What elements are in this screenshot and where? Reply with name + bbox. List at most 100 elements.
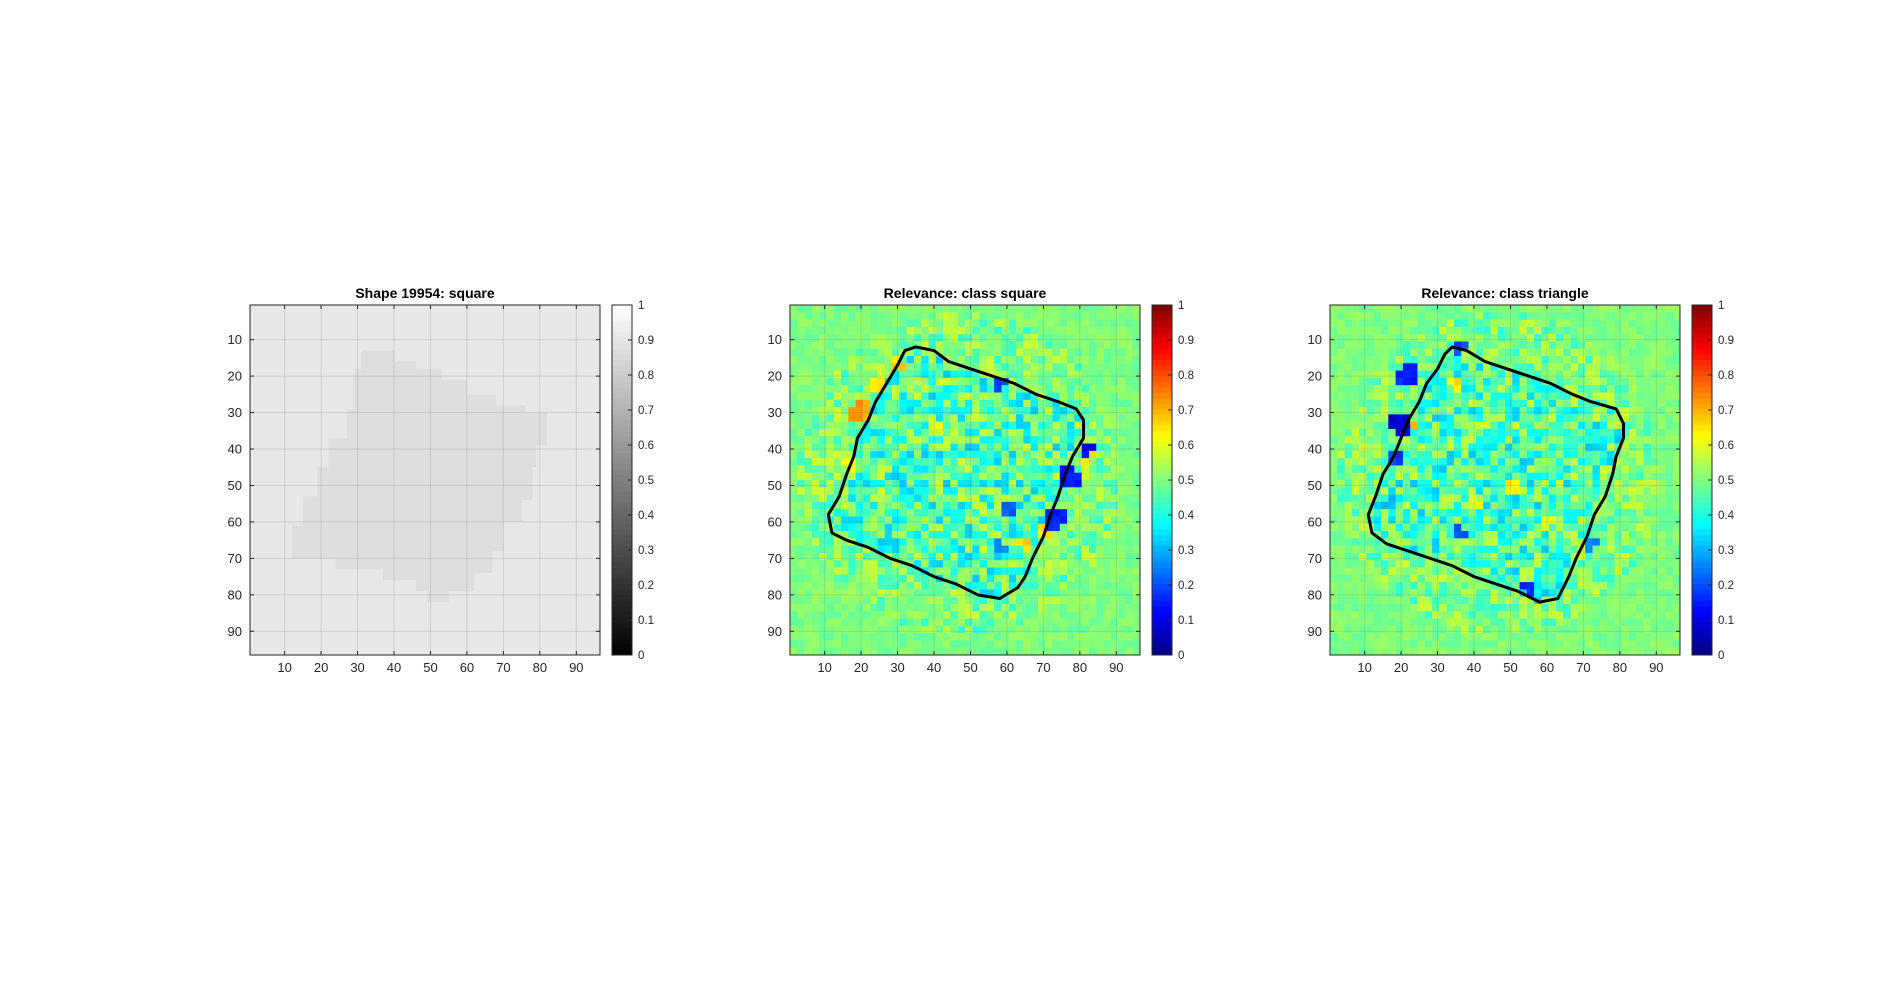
heatmap-cell [1548, 523, 1557, 532]
heatmap-cell [1008, 552, 1017, 561]
heatmap-cell [1548, 516, 1557, 525]
heatmap-cell [1359, 334, 1367, 342]
heatmap-cell [1366, 465, 1375, 474]
heatmap-cell [1607, 458, 1615, 466]
heatmap-cell [1344, 552, 1353, 561]
heatmap-cell [848, 552, 856, 561]
heatmap-cell [1074, 334, 1082, 342]
colorbar-segment [612, 534, 632, 541]
heatmap-cell [1453, 363, 1462, 371]
heatmap-cell [1672, 582, 1680, 590]
heatmap-cell [790, 611, 798, 619]
heatmap-cell [826, 574, 835, 583]
heatmap-cell [1570, 625, 1579, 634]
heatmap-cell [913, 334, 922, 342]
heatmap-cell [1483, 582, 1491, 590]
heatmap-cell [1672, 494, 1680, 503]
heatmap-cell [790, 560, 798, 568]
heatmap-cell [913, 428, 922, 437]
heatmap-cell [1373, 523, 1382, 532]
heatmap-cell [804, 414, 813, 422]
heatmap-cell [1468, 603, 1477, 612]
heatmap-cell [1373, 348, 1382, 357]
heatmap-cell [913, 472, 922, 481]
heatmap-cell [811, 334, 820, 342]
heatmap-cell [1563, 523, 1571, 532]
x-tick-label: 90 [1649, 660, 1663, 675]
heatmap-cell [957, 494, 966, 503]
heatmap-cell [1103, 582, 1112, 590]
heatmap-cell [1016, 603, 1024, 612]
heatmap-cell [1330, 647, 1338, 655]
heatmap-cell [1563, 443, 1571, 452]
heatmap-cell [1490, 450, 1499, 459]
heatmap-cell [1658, 501, 1666, 510]
heatmap-cell [1628, 341, 1637, 350]
heatmap-cell [1125, 312, 1134, 320]
heatmap-cell [1088, 428, 1097, 437]
heatmap-cell [1096, 480, 1104, 488]
heatmap-cell [884, 326, 893, 335]
heatmap-cell [877, 392, 886, 401]
heatmap-cell [1621, 618, 1630, 627]
heatmap-cell [906, 407, 915, 415]
heatmap-cell [1067, 465, 1075, 474]
heatmap-cell [884, 487, 893, 495]
heatmap-cell [1628, 363, 1637, 371]
heatmap-cell [1505, 480, 1513, 488]
heatmap-cell [1023, 356, 1031, 364]
heatmap-cell [1643, 414, 1652, 422]
heatmap-cell [1556, 458, 1564, 466]
heatmap-cell [1614, 633, 1622, 641]
heatmap-cell [1344, 421, 1353, 430]
heatmap-cell [1672, 334, 1680, 342]
heatmap-cell [1585, 370, 1593, 379]
heatmap-cell [899, 545, 907, 554]
heatmap-cell [1096, 611, 1104, 619]
heatmap-cell [1483, 428, 1491, 437]
heatmap-cell [1658, 319, 1666, 328]
heatmap-cell [1402, 319, 1411, 328]
heatmap-cell [811, 647, 820, 655]
heatmap-cell [790, 407, 798, 415]
heatmap-cell [1359, 428, 1367, 437]
x-tick-label: 70 [496, 660, 510, 675]
heatmap-cell [1081, 545, 1090, 554]
heatmap-cell [1607, 312, 1615, 320]
heatmap-cell [1067, 428, 1075, 437]
heatmap-cell [1052, 647, 1061, 655]
heatmap-cell [1585, 545, 1593, 554]
heatmap-cell [1337, 487, 1345, 495]
heatmap-cell [1067, 516, 1075, 525]
heatmap-cell [1577, 421, 1586, 430]
panel-2: 10 20 30 40 50 60 70 80 90102030405060708090Rele… [768, 285, 1195, 675]
heatmap-cell [1468, 305, 1477, 313]
heatmap-cell [1432, 487, 1440, 495]
heatmap-cell [1534, 334, 1542, 342]
heatmap-cell [1373, 552, 1382, 561]
colorbar-segment [1152, 387, 1172, 393]
heatmap-cell [913, 523, 922, 532]
heatmap-cell [1621, 589, 1630, 597]
heatmap-cell [1643, 516, 1652, 525]
heatmap-cell [1658, 341, 1666, 350]
heatmap-cell [892, 458, 900, 466]
heatmap-cell [1001, 494, 1010, 503]
heatmap-cell [1497, 319, 1506, 328]
heatmap-cell [1643, 392, 1652, 401]
heatmap-cell [1534, 312, 1542, 320]
heatmap-cell [1366, 625, 1375, 634]
heatmap-cell [1074, 348, 1082, 357]
heatmap-cell [1563, 487, 1571, 495]
heatmap-cell [1592, 326, 1601, 335]
heatmap-cell [1577, 385, 1586, 393]
heatmap-cell [979, 494, 988, 503]
heatmap-cell [841, 465, 849, 474]
heatmap-cell [1570, 399, 1579, 408]
heatmap-cell [1359, 545, 1367, 554]
heatmap-cell [1432, 472, 1440, 481]
heatmap-cell [906, 640, 915, 649]
heatmap-cell [1461, 509, 1469, 517]
heatmap-cell [1497, 516, 1506, 525]
heatmap-cell [1534, 428, 1542, 437]
